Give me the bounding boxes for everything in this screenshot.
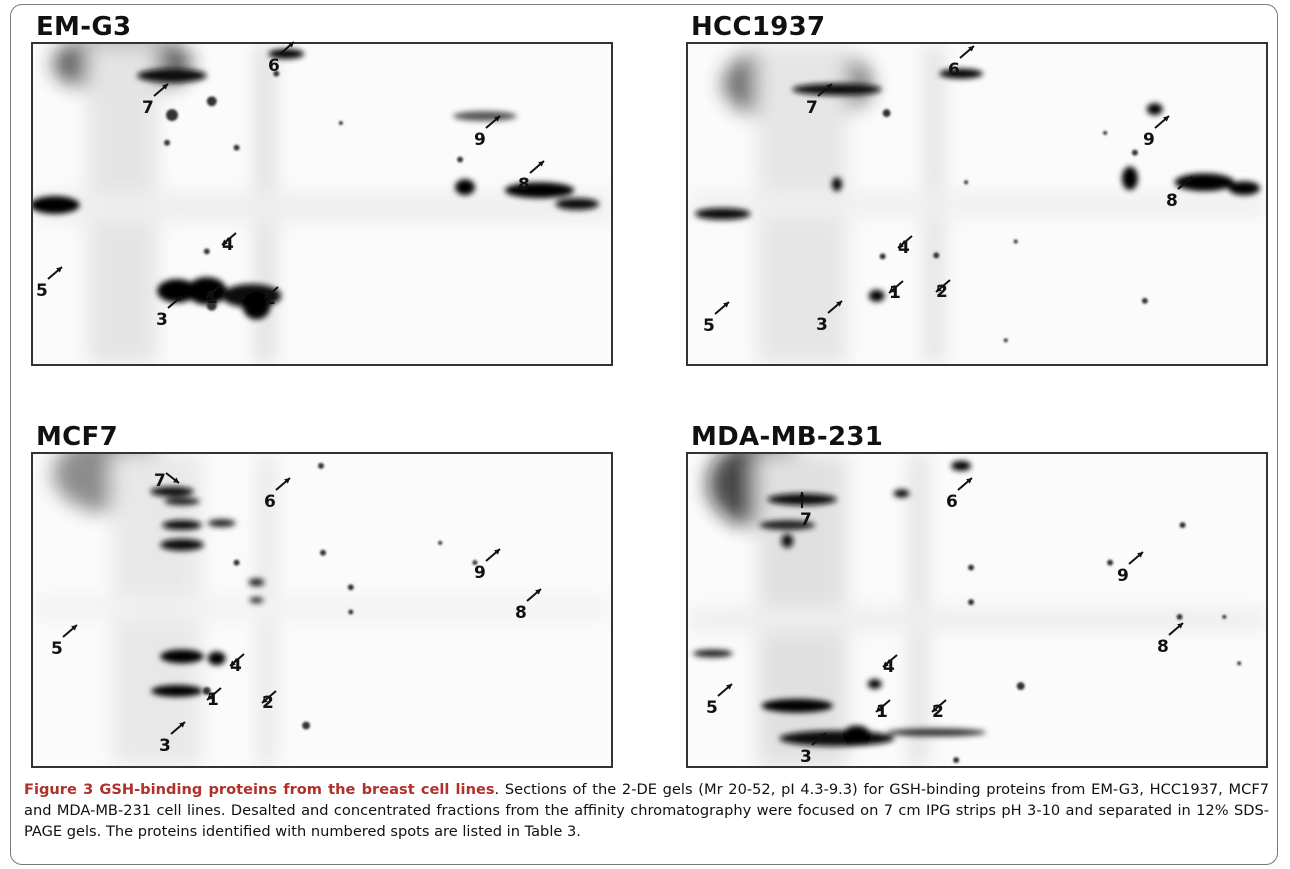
- spot-label-emg3-4: 4: [222, 235, 234, 255]
- spot-label-mcf7-6: 6: [264, 492, 276, 512]
- spot-label-emg3-5: 5: [36, 281, 48, 301]
- spot-label-mcf7-1: 1: [207, 690, 219, 710]
- spot-label-mdamb231-1: 1: [876, 702, 888, 722]
- spot-label-hcc1937-6: 6: [948, 60, 960, 80]
- spot-label-emg3-1: 1: [206, 288, 218, 308]
- figure-caption: Figure 3 GSH-binding proteins from the b…: [24, 779, 1269, 842]
- gel-emg3-spots: [33, 44, 611, 364]
- caption-body: . Sections of the 2-DE gels (Mr 20-52, p…: [24, 781, 1269, 840]
- spot-label-mcf7-4: 4: [230, 656, 242, 676]
- panel-title-emg3: EM-G3: [36, 12, 132, 42]
- spot-label-hcc1937-2: 2: [936, 282, 948, 302]
- spot-label-mdamb231-4: 4: [883, 657, 895, 677]
- spot-label-hcc1937-1: 1: [889, 283, 901, 303]
- gel-image-mdamb231: [686, 452, 1268, 768]
- spot-label-mdamb231-8: 8: [1157, 637, 1169, 657]
- spot-label-hcc1937-7: 7: [806, 98, 818, 118]
- panel-title-mcf7: MCF7: [36, 422, 119, 452]
- panel-title-hcc1937: HCC1937: [691, 12, 826, 42]
- spot-label-hcc1937-9: 9: [1143, 130, 1155, 150]
- spot-label-mdamb231-9: 9: [1117, 566, 1129, 586]
- gel-mdamb231-spots: [688, 454, 1266, 766]
- spot-label-emg3-9: 9: [474, 130, 486, 150]
- spot-label-mcf7-3: 3: [159, 736, 171, 756]
- caption-heading: Figure 3 GSH-binding proteins from the b…: [24, 781, 495, 798]
- spot-label-mcf7-8: 8: [515, 603, 527, 623]
- spot-label-hcc1937-3: 3: [816, 315, 828, 335]
- spot-label-emg3-2: 2: [264, 289, 276, 309]
- gel-image-emg3: [31, 42, 613, 366]
- spot-label-hcc1937-8: 8: [1166, 191, 1178, 211]
- spot-label-mdamb231-3: 3: [800, 747, 812, 767]
- gel-image-mcf7: [31, 452, 613, 768]
- spot-label-mcf7-9: 9: [474, 563, 486, 583]
- spot-label-mdamb231-2: 2: [932, 702, 944, 722]
- spot-label-emg3-6: 6: [268, 56, 280, 76]
- spot-label-emg3-8: 8: [518, 175, 530, 195]
- spot-label-mcf7-5: 5: [51, 639, 63, 659]
- spot-label-hcc1937-4: 4: [898, 238, 910, 258]
- gel-hcc1937-spots: [688, 44, 1266, 364]
- gel-image-hcc1937: [686, 42, 1268, 366]
- spot-label-mdamb231-5: 5: [706, 698, 718, 718]
- gel-mcf7-spots: [33, 454, 611, 766]
- spot-label-mdamb231-7: 7: [800, 510, 812, 530]
- spot-label-mcf7-7: 7: [154, 471, 166, 491]
- panel-title-mdamb231: MDA-MB-231: [691, 422, 884, 452]
- spot-label-emg3-7: 7: [142, 98, 154, 118]
- spot-label-mdamb231-6: 6: [946, 492, 958, 512]
- spot-label-emg3-3: 3: [156, 310, 168, 330]
- spot-label-hcc1937-5: 5: [703, 316, 715, 336]
- spot-label-mcf7-2: 2: [262, 693, 274, 713]
